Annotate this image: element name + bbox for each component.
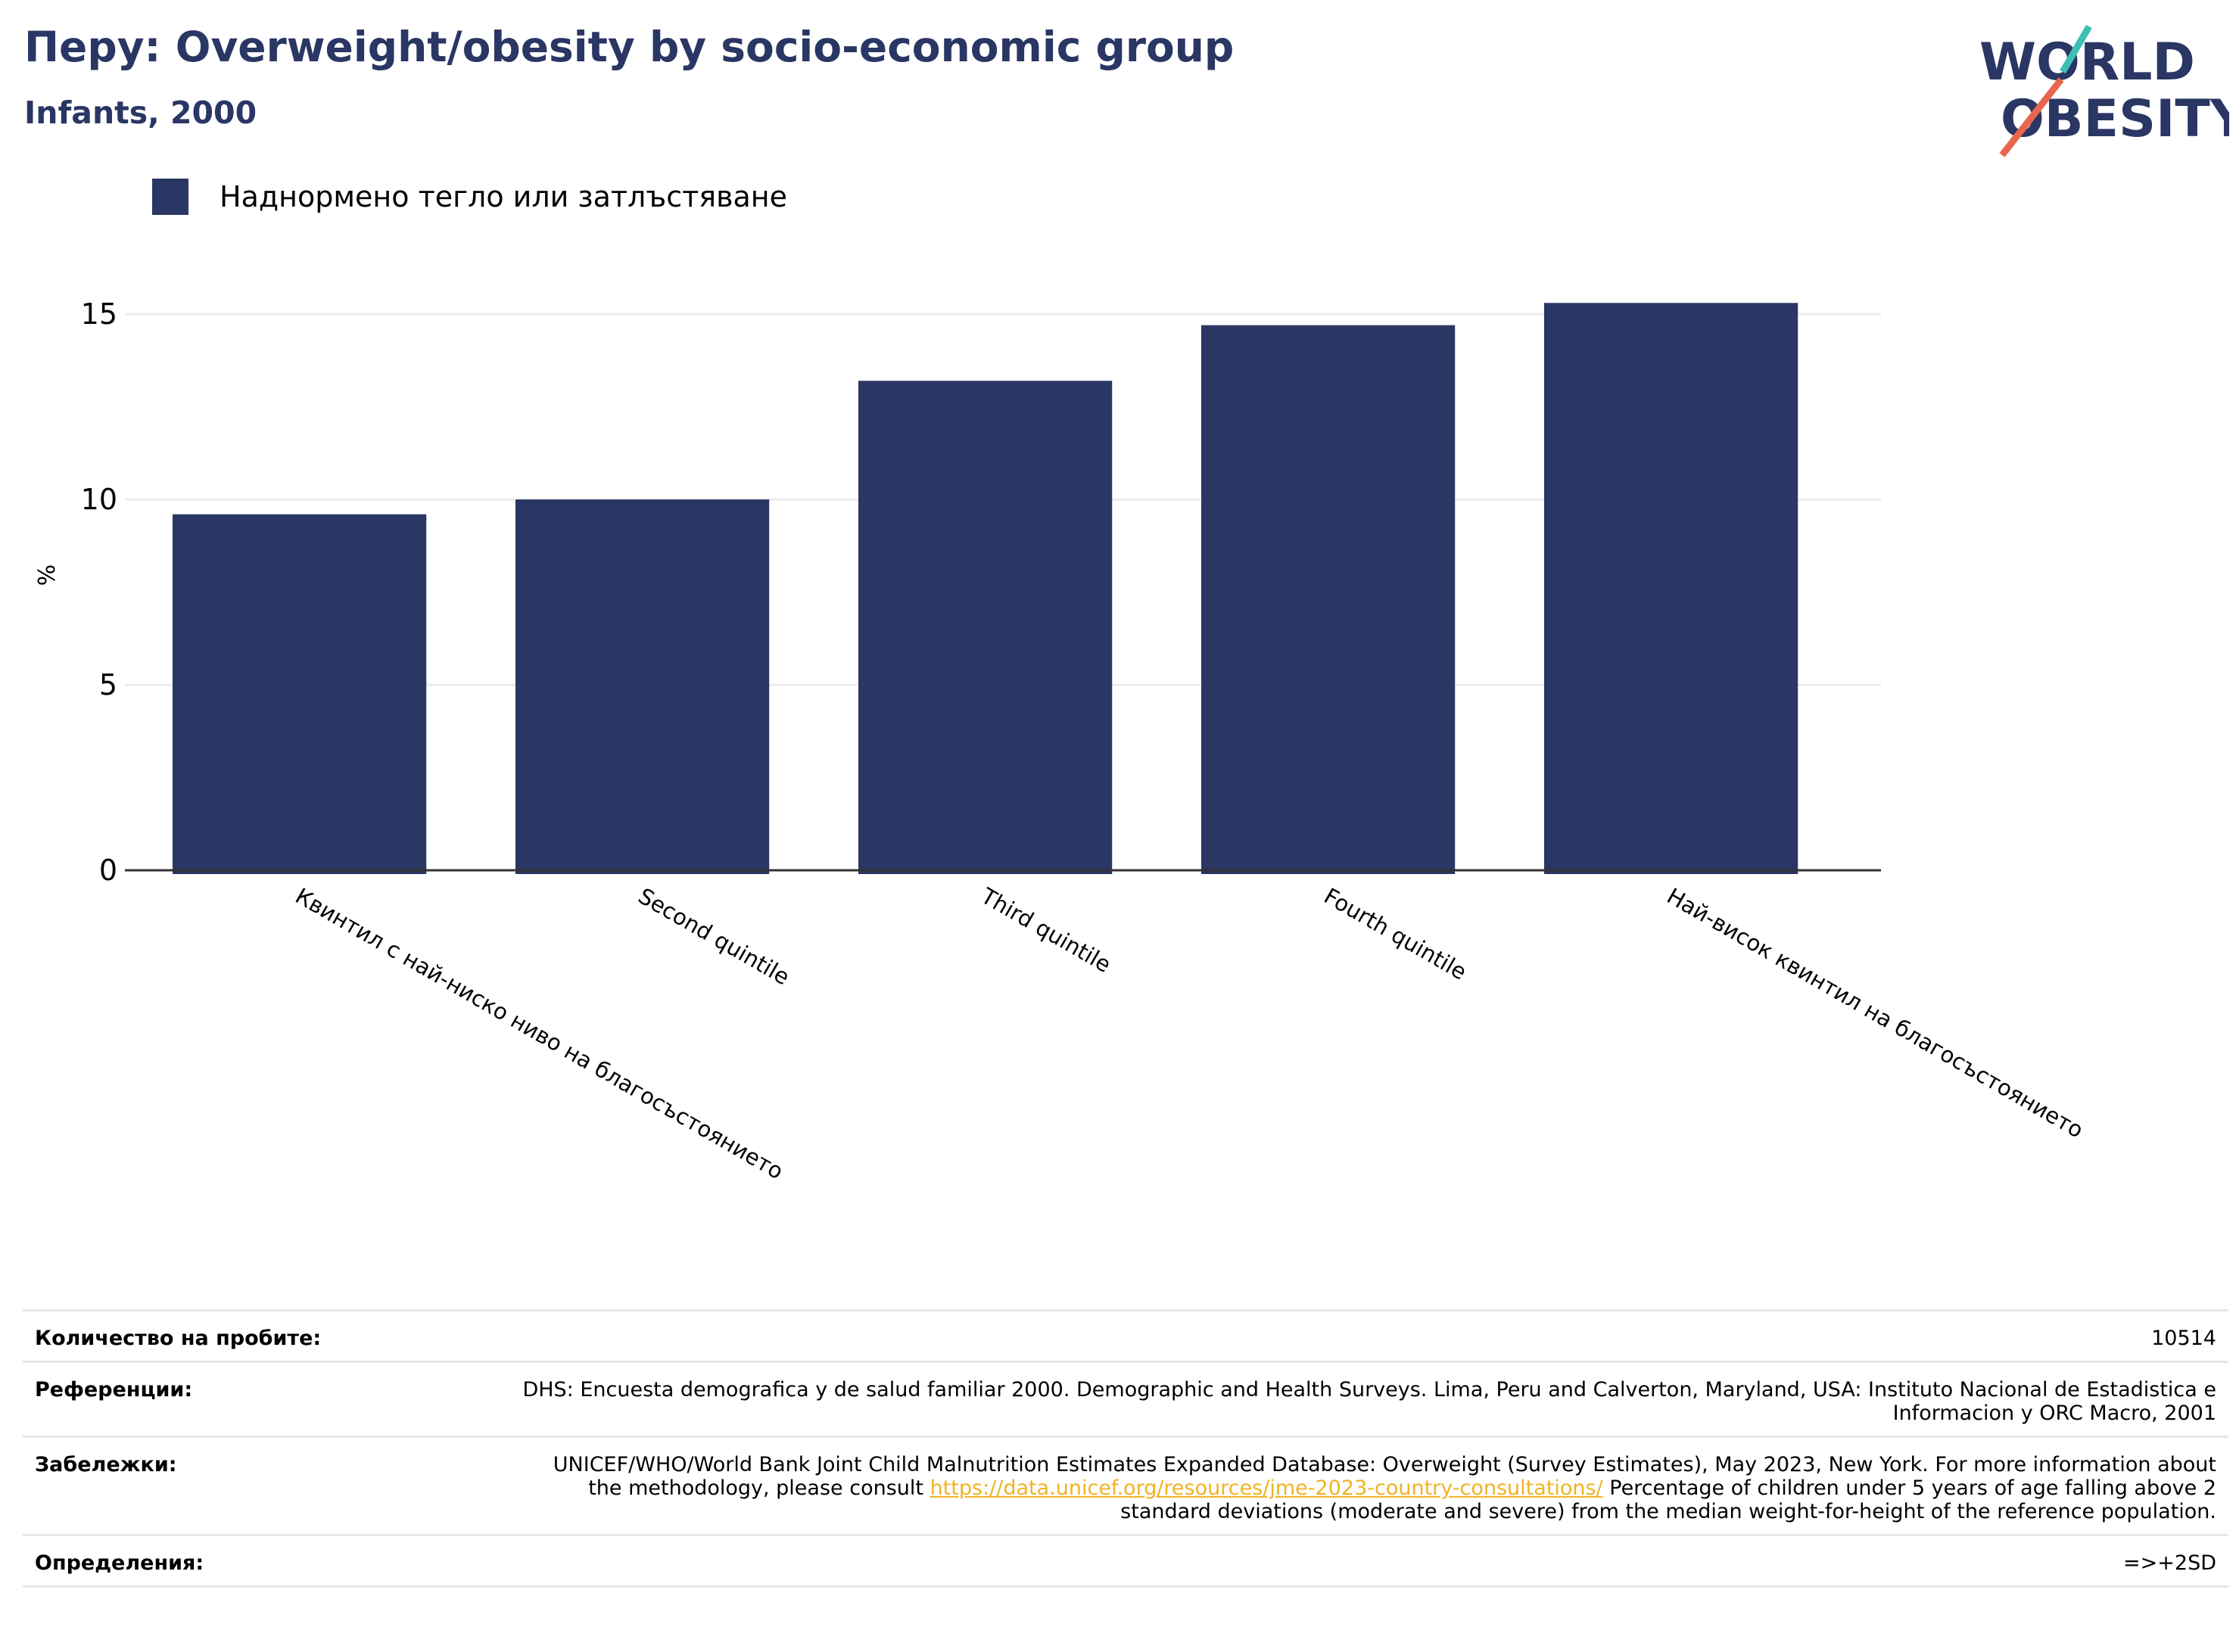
references-value: DHS: Encuesta demografica y de salud fam… bbox=[522, 1378, 2216, 1425]
bars bbox=[173, 303, 1798, 874]
footer-row-sample-size: Количество на пробите: 10514 bbox=[23, 1309, 2228, 1361]
notes-text-after: Percentage of children under 5 years of … bbox=[1120, 1476, 2216, 1523]
bar bbox=[1201, 325, 1456, 874]
bar-chart: 0 5 10 15 Квинтил с най-ниско ниво на благо… bbox=[34, 179, 2088, 1184]
x-tick-label: Second quintile bbox=[634, 883, 794, 991]
y-tick-label: 10 bbox=[81, 483, 117, 516]
logo-teal-slash bbox=[2060, 24, 2092, 74]
x-tick-labels: Квинтил с най-ниско ниво на благосъстоян… bbox=[291, 882, 2088, 1184]
notes-value: UNICEF/WHO/World Bank Joint Child Malnut… bbox=[521, 1453, 2216, 1523]
bar bbox=[515, 499, 770, 874]
footer-row-definitions: Определения: =>+2SD bbox=[23, 1534, 2228, 1588]
sample-size-value: 10514 bbox=[2151, 1327, 2216, 1350]
x-tick-label: Third quintile bbox=[976, 882, 1116, 978]
y-tick-labels: 0 5 10 15 bbox=[81, 297, 117, 887]
y-tick-label: 5 bbox=[99, 668, 117, 702]
bar bbox=[858, 381, 1113, 874]
y-tick-label: 15 bbox=[81, 297, 117, 331]
world-obesity-logo: WORLD OBESITY bbox=[1979, 24, 2229, 157]
y-tick-label: 0 bbox=[99, 854, 117, 887]
references-label: Референции: bbox=[35, 1378, 193, 1402]
footer-table: Количество на пробите: 10514 Референции:… bbox=[23, 1309, 2228, 1588]
notes-link[interactable]: https://data.unicef.org/resources/jme-20… bbox=[930, 1476, 1603, 1500]
y-axis-label: % bbox=[34, 565, 61, 586]
bar bbox=[173, 514, 427, 874]
logo-text-obesity: OBESITY bbox=[2001, 89, 2229, 149]
chart-title: Перу: Overweight/obesity by socio-econom… bbox=[24, 23, 1235, 71]
bar bbox=[1544, 303, 1798, 874]
legend: Наднормено тегло или затлъстяване bbox=[152, 179, 787, 215]
logo-coral-slash bbox=[1999, 77, 2064, 157]
footer-row-notes: Забележки: UNICEF/WHO/World Bank Joint C… bbox=[23, 1436, 2228, 1534]
definitions-label: Определения: bbox=[35, 1551, 204, 1575]
legend-label: Наднормено тегло или затлъстяване bbox=[220, 180, 787, 213]
chart-subtitle: Infants, 2000 bbox=[24, 95, 257, 131]
notes-label: Забележки: bbox=[35, 1453, 177, 1476]
logo-text-world: WORLD bbox=[1979, 33, 2195, 92]
footer-row-references: Референции: DHS: Encuesta demografica y … bbox=[23, 1361, 2228, 1436]
x-tick-label: Най-висок квинтил на благосъстоянието bbox=[1663, 883, 2088, 1143]
legend-swatch bbox=[152, 179, 188, 215]
sample-size-label: Количество на пробите: bbox=[35, 1327, 322, 1350]
definitions-value: =>+2SD bbox=[2123, 1551, 2216, 1575]
notes-text-before: UNICEF/WHO/World Bank Joint Child Malnut… bbox=[553, 1453, 2216, 1500]
x-tick-label: Fourth quintile bbox=[1320, 883, 1471, 985]
